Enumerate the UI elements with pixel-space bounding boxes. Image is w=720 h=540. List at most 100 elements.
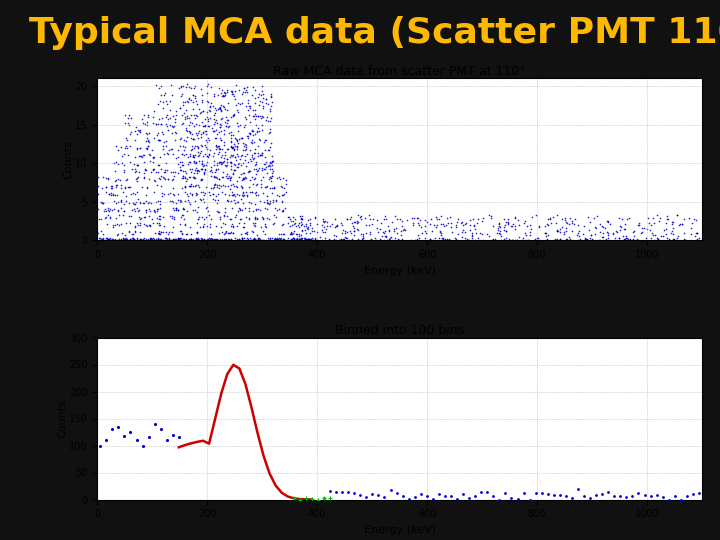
Point xyxy=(364,235,376,244)
Point xyxy=(226,191,238,199)
Point xyxy=(282,237,294,245)
Point xyxy=(338,235,350,244)
Point xyxy=(691,234,703,243)
Point xyxy=(147,158,158,167)
Point xyxy=(467,228,478,237)
Point xyxy=(213,180,225,189)
Point xyxy=(136,114,148,123)
Point xyxy=(151,238,163,246)
Point xyxy=(469,224,481,233)
Point xyxy=(209,109,220,117)
Point xyxy=(123,227,135,235)
Point xyxy=(593,237,604,246)
Point xyxy=(305,229,316,238)
Point xyxy=(253,135,265,144)
Point xyxy=(317,226,328,235)
Point xyxy=(462,235,473,244)
Point xyxy=(607,228,618,237)
Point xyxy=(148,237,159,246)
Point xyxy=(245,166,256,175)
Point xyxy=(219,228,230,237)
Point xyxy=(213,127,225,136)
Point xyxy=(141,130,153,139)
Point xyxy=(116,237,127,246)
Point xyxy=(156,191,168,200)
Point xyxy=(472,219,483,227)
Point xyxy=(133,213,145,222)
Point xyxy=(580,234,592,243)
Point xyxy=(234,215,246,224)
Point xyxy=(240,102,252,110)
Point xyxy=(589,230,600,239)
Point xyxy=(193,203,204,212)
Point xyxy=(260,136,271,145)
Point xyxy=(148,206,160,214)
Point xyxy=(374,234,386,243)
Point xyxy=(107,184,118,192)
Point xyxy=(180,105,192,114)
Point xyxy=(482,488,493,496)
Point xyxy=(138,150,149,159)
Point xyxy=(212,141,223,150)
Point xyxy=(254,237,266,246)
Point xyxy=(181,237,192,245)
Point xyxy=(188,144,199,153)
Point xyxy=(348,226,360,235)
Point xyxy=(266,237,278,245)
Point xyxy=(218,153,230,162)
Point xyxy=(192,151,204,160)
Point xyxy=(363,211,374,220)
Point xyxy=(662,234,674,243)
Point xyxy=(634,238,645,247)
Point xyxy=(602,217,613,226)
Point xyxy=(238,87,249,96)
Point xyxy=(227,86,238,95)
Point xyxy=(171,204,182,213)
Point xyxy=(292,237,303,246)
Point xyxy=(103,237,114,246)
Point xyxy=(464,226,476,234)
Point xyxy=(608,491,620,500)
Point xyxy=(189,111,200,119)
Point xyxy=(223,228,235,237)
Point xyxy=(260,183,271,191)
Point xyxy=(189,182,200,191)
Point xyxy=(228,91,240,100)
Point xyxy=(294,235,305,244)
Point xyxy=(137,441,148,450)
Point xyxy=(212,160,223,169)
Point xyxy=(233,218,245,227)
Point xyxy=(512,495,523,503)
Point xyxy=(230,100,242,109)
Point xyxy=(150,120,162,129)
Point xyxy=(269,235,280,244)
Point xyxy=(639,491,650,500)
Point xyxy=(276,237,287,246)
Point xyxy=(137,199,148,207)
Point xyxy=(479,238,490,246)
Point xyxy=(289,214,301,223)
Point xyxy=(193,235,204,244)
Point xyxy=(261,181,273,190)
Point xyxy=(380,214,392,223)
Point xyxy=(201,183,212,192)
Point xyxy=(174,158,186,166)
Point xyxy=(457,226,469,235)
Point xyxy=(143,235,154,244)
Point xyxy=(250,86,261,94)
Point xyxy=(210,106,222,114)
Point xyxy=(516,235,528,244)
Point xyxy=(204,234,216,242)
Point xyxy=(124,238,135,246)
Point xyxy=(199,149,211,158)
Point xyxy=(241,191,253,200)
Point xyxy=(435,228,446,237)
Point xyxy=(346,234,358,243)
Point xyxy=(203,188,215,197)
Point xyxy=(211,173,222,182)
Point xyxy=(511,235,523,244)
Point xyxy=(484,211,495,220)
Point xyxy=(244,118,256,127)
Point xyxy=(271,206,283,215)
Point xyxy=(281,180,292,189)
